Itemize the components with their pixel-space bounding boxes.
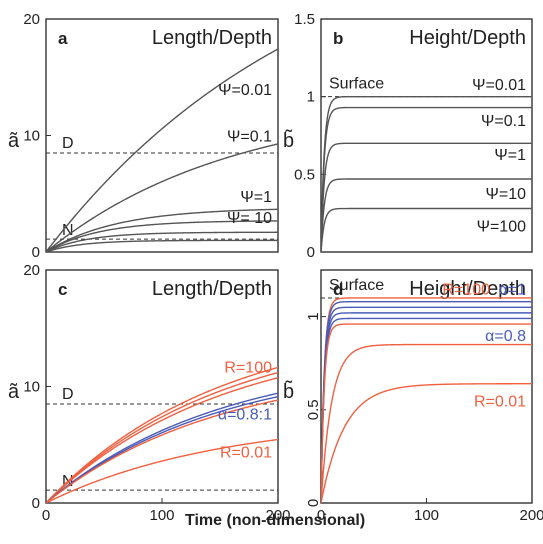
x-tick-label: 100 (149, 507, 174, 524)
series-group (321, 297, 532, 503)
series-line (46, 143, 278, 252)
series-line (321, 106, 532, 252)
x-tick-label: 100 (414, 507, 439, 524)
series-label: Ψ=1 (240, 189, 272, 206)
panel-title: Height/Depth (409, 27, 526, 49)
reference-label: Surface (329, 76, 384, 93)
y-tick-label: 0 (32, 244, 40, 261)
reference-label: D (62, 135, 74, 152)
y-tick-label: 1 (307, 89, 315, 106)
panel-b: 0 0.5 1 1.5 b̃ b Height/Depth Surface Ψ=0.01 Ψ=0.… (283, 11, 533, 261)
y-tick-label: 1 (305, 312, 322, 320)
series-label: Ψ= 10 (227, 210, 272, 227)
y-axis-label: b̃ (283, 380, 294, 403)
panel-frame (320, 18, 533, 253)
series-label: α=0.8:1 (218, 406, 272, 423)
y-tick-label: 10 (23, 128, 40, 145)
y-axis-label: ã (8, 130, 20, 152)
series-label: Ψ=100 (477, 219, 527, 236)
series-label: Ψ=10 (485, 186, 526, 203)
series-label: Ψ=0.01 (218, 82, 272, 99)
series-line (321, 300, 532, 503)
panel-frame (45, 269, 279, 504)
series-line (46, 231, 278, 252)
y-tick-label: 0 (32, 495, 40, 512)
series-line (46, 392, 278, 503)
panel-frame (320, 269, 533, 504)
series-line (321, 383, 532, 503)
panel-d: 0 0.5 1 0 100 200 b̃ d Height/Depth Surface R=100 α… (283, 269, 543, 524)
panel-letter: b (333, 29, 343, 48)
y-tick-label: 1.5 (294, 11, 315, 28)
y-tick-label: 20 (23, 11, 40, 28)
series-line (46, 366, 278, 503)
series-label: Ψ=0.1 (481, 113, 526, 130)
series-line (46, 395, 278, 503)
y-axis-label: ã (8, 381, 20, 403)
series-line (46, 438, 278, 503)
series-label: α=0.8 (485, 328, 526, 345)
series-line (46, 371, 278, 503)
series-label: R=0.01 (220, 445, 272, 462)
panel-title: Length/Depth (152, 278, 272, 300)
series-label: R=100 (442, 282, 490, 299)
reference-label: Surface (329, 277, 384, 294)
y-tick-label: 0.5 (305, 399, 322, 420)
y-tick-label: 0.5 (294, 166, 315, 183)
series-line (321, 142, 532, 252)
reference-label: D (62, 386, 74, 403)
y-tick-label: 0 (307, 244, 315, 261)
panel-a: 0 10 20 ã a Length/Depth D N Ψ=0.01 Ψ=0.1 Ψ=1 Ψ= 10 (8, 11, 279, 261)
series-line (46, 220, 278, 252)
y-tick-label: 0 (305, 499, 322, 507)
panel-title: Height/Depth (409, 278, 526, 300)
x-tick-label: 0 (42, 507, 50, 524)
series-line (321, 306, 532, 503)
series-group (46, 48, 278, 252)
series-line (46, 48, 278, 252)
series-line (321, 95, 532, 252)
series-line (46, 399, 278, 503)
y-axis-label: b̃ (283, 129, 294, 152)
panel-frame (45, 18, 279, 253)
panel-letter: c (58, 280, 67, 299)
series-group (46, 366, 278, 503)
series-line (46, 377, 278, 503)
series-label: Ψ=0.01 (472, 77, 526, 94)
x-tick-label: 200 (265, 507, 290, 524)
series-label: R=100 (224, 360, 272, 377)
panel-title: Length/Depth (152, 27, 272, 49)
series-line (321, 312, 532, 503)
x-tick-label: 0 (317, 507, 325, 524)
series-line (46, 208, 278, 252)
series-line (321, 323, 532, 503)
series-label: R=0.01 (474, 393, 526, 410)
series-group (321, 95, 532, 252)
series-line (321, 317, 532, 503)
y-tick-label: 10 (23, 379, 40, 396)
series-line (321, 343, 532, 503)
series-label: Ψ=1 (494, 147, 526, 164)
reference-label: N (62, 222, 74, 239)
y-tick-label: 20 (23, 262, 40, 279)
series-line (321, 178, 532, 252)
panel-letter: a (58, 29, 68, 48)
series-line (321, 207, 532, 252)
series-label: α=1 (499, 282, 527, 299)
panel-letter: d (333, 280, 343, 299)
series-line (321, 297, 532, 503)
series-label: Ψ=0.1 (227, 129, 272, 146)
series-line (46, 239, 278, 252)
x-tick-label: 200 (519, 507, 543, 524)
x-axis-label: Time (non-dimensional) (185, 512, 366, 529)
